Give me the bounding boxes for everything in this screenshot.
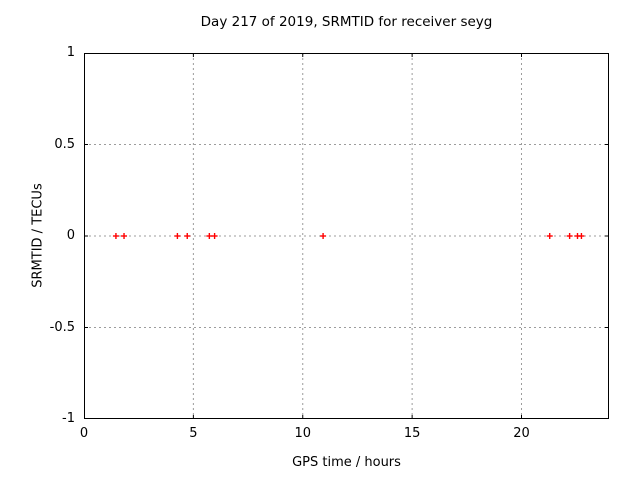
x-tick-label: 20	[513, 426, 530, 441]
x-tick-label: 15	[403, 426, 421, 441]
x-tick-label: 5	[189, 426, 198, 441]
y-tick-label: -1	[62, 411, 75, 426]
plot-canvas	[84, 53, 609, 419]
y-tick-label: 0	[66, 228, 75, 243]
y-tick-label: 0.5	[54, 136, 75, 152]
chart-title: Day 217 of 2019, SRMTID for receiver sey…	[200, 14, 493, 30]
x-axis-label: GPS time / hours	[292, 455, 401, 470]
x-tick-label: 10	[294, 426, 312, 441]
y-tick-label: -0.5	[49, 319, 75, 335]
y-tick-label: 1	[66, 45, 75, 60]
x-tick-label: 0	[79, 426, 89, 441]
plot-area	[84, 53, 609, 419]
plot-border	[84, 53, 609, 419]
